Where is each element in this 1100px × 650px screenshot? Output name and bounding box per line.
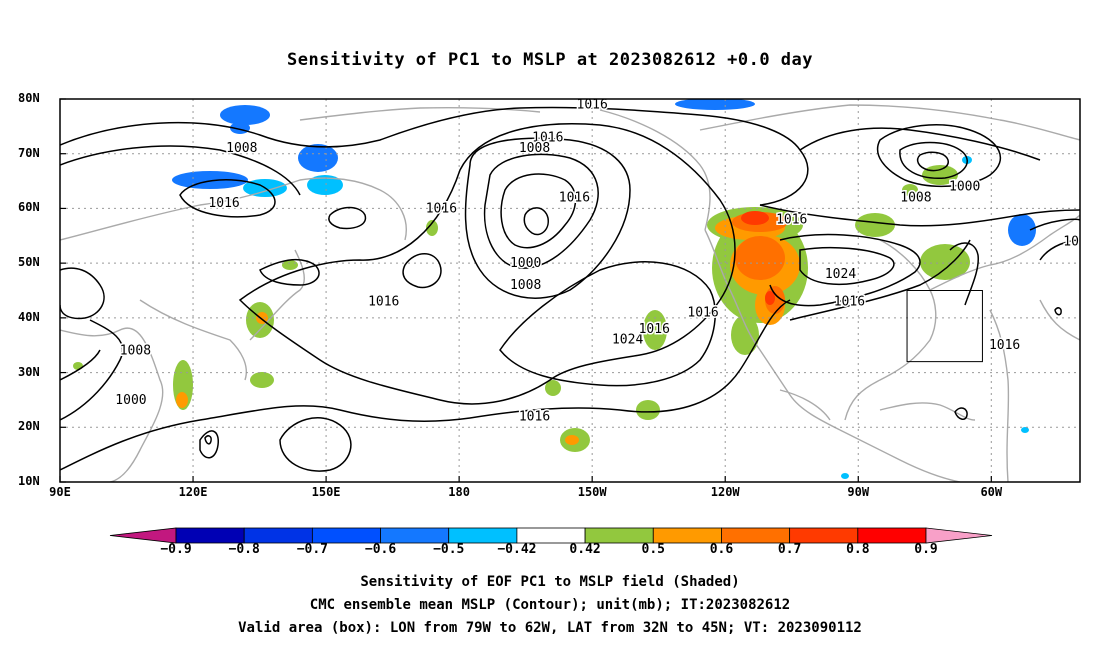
colorbar-bin	[652, 527, 722, 544]
lon-label: 120E	[178, 485, 208, 499]
contour-label: 1008	[900, 190, 931, 205]
contour-label: 1024	[612, 333, 643, 348]
colorbar-label: −0.9	[160, 542, 192, 557]
colorbar-bin	[175, 527, 245, 544]
colorbar-label: −0.42	[497, 542, 537, 557]
contour-label: 1016	[834, 294, 865, 309]
contour-label: 1016	[208, 196, 239, 211]
lat-lon-grid	[60, 99, 1080, 482]
colorbar	[109, 527, 993, 544]
colorbar-label: −0.7	[296, 542, 329, 557]
colorbar-low-extension	[109, 527, 177, 544]
contour-label: 1016	[519, 409, 550, 424]
lon-label: 60W	[980, 485, 1003, 499]
lon-label: 120W	[710, 485, 740, 499]
contour-label: 1000	[949, 180, 980, 195]
colorbar-label: 0.8	[846, 542, 870, 557]
colorbar-bin	[311, 527, 381, 544]
contour-label: 1016	[577, 97, 608, 112]
colorbar-label: 0.9	[914, 542, 938, 557]
contour-value-labels: 1016101610081016100010081024101610161016…	[114, 97, 1080, 426]
colorbar-bin	[380, 527, 450, 544]
lat-label: 70N	[18, 145, 40, 160]
colorbar-label: 0.7	[777, 542, 802, 557]
lat-label: 60N	[18, 200, 40, 215]
axis-ticks	[59, 98, 992, 483]
colorbar-label: 0.5	[641, 542, 666, 557]
colorbar-label: −0.8	[228, 542, 260, 557]
contour-label: 1016	[687, 305, 718, 320]
colorbar-label: −0.6	[364, 542, 397, 557]
valid-area-box	[906, 290, 983, 363]
lat-label: 40N	[18, 309, 40, 324]
mslp-contours	[60, 106, 1080, 472]
lon-label: 180	[448, 485, 470, 499]
coastlines	[60, 104, 1080, 482]
contour-label: 1008	[510, 278, 541, 293]
colorbar-bin	[584, 527, 654, 544]
contour-label: 1008	[519, 141, 550, 156]
colorbar-label: −0.5	[433, 542, 465, 557]
colorbar-bin	[448, 527, 518, 544]
colorbar-label: 0.6	[709, 542, 734, 557]
contour-label: 1016	[368, 294, 399, 309]
map-frame	[59, 98, 1081, 483]
lon-label: 90W	[847, 485, 870, 499]
positive-sensitivity-shading	[73, 165, 970, 452]
colorbar-bin	[789, 527, 859, 544]
contour-label: 1008	[226, 141, 257, 156]
caption-line-3: Valid area (box): LON from 79W to 62W, L…	[238, 620, 862, 636]
lat-label: 50N	[18, 255, 40, 270]
contour-label: 1000	[115, 393, 146, 408]
lat-label: 80N	[18, 91, 40, 105]
contour-label: 1024	[825, 267, 856, 282]
contour-label: 1016	[532, 130, 563, 145]
lat-label: 10N	[18, 474, 40, 488]
colorbar-bin	[516, 527, 586, 544]
contour-label: 1016	[559, 190, 590, 205]
lon-label: 90E	[49, 485, 71, 499]
colorbar-bin	[721, 527, 791, 544]
lon-label: 150E	[311, 485, 341, 499]
contour-label: 1008	[120, 344, 151, 359]
colorbar-bin	[243, 527, 313, 544]
lat-label: 20N	[18, 419, 40, 434]
contour-label: 1016	[989, 338, 1020, 353]
map-title: Sensitivity of PC1 to MSLP at 2023082612…	[286, 50, 813, 70]
colorbar-high-extension	[925, 527, 993, 544]
colorbar-label: 0.42	[569, 542, 601, 557]
contour-label: 1016	[639, 322, 670, 337]
caption-line-2: CMC ensemble mean MSLP (Contour); unit(m…	[309, 597, 791, 613]
contour-label: 10	[1063, 234, 1079, 249]
contour-label: 1000	[510, 256, 541, 271]
colorbar-bin	[857, 527, 927, 544]
contour-label: 1016	[776, 212, 807, 227]
lon-label: 150W	[577, 485, 607, 499]
lat-label: 30N	[18, 364, 40, 379]
caption-line-1: Sensitivity of EOF PC1 to MSLP field (Sh…	[360, 574, 740, 590]
contour-label: 1016	[426, 201, 457, 216]
